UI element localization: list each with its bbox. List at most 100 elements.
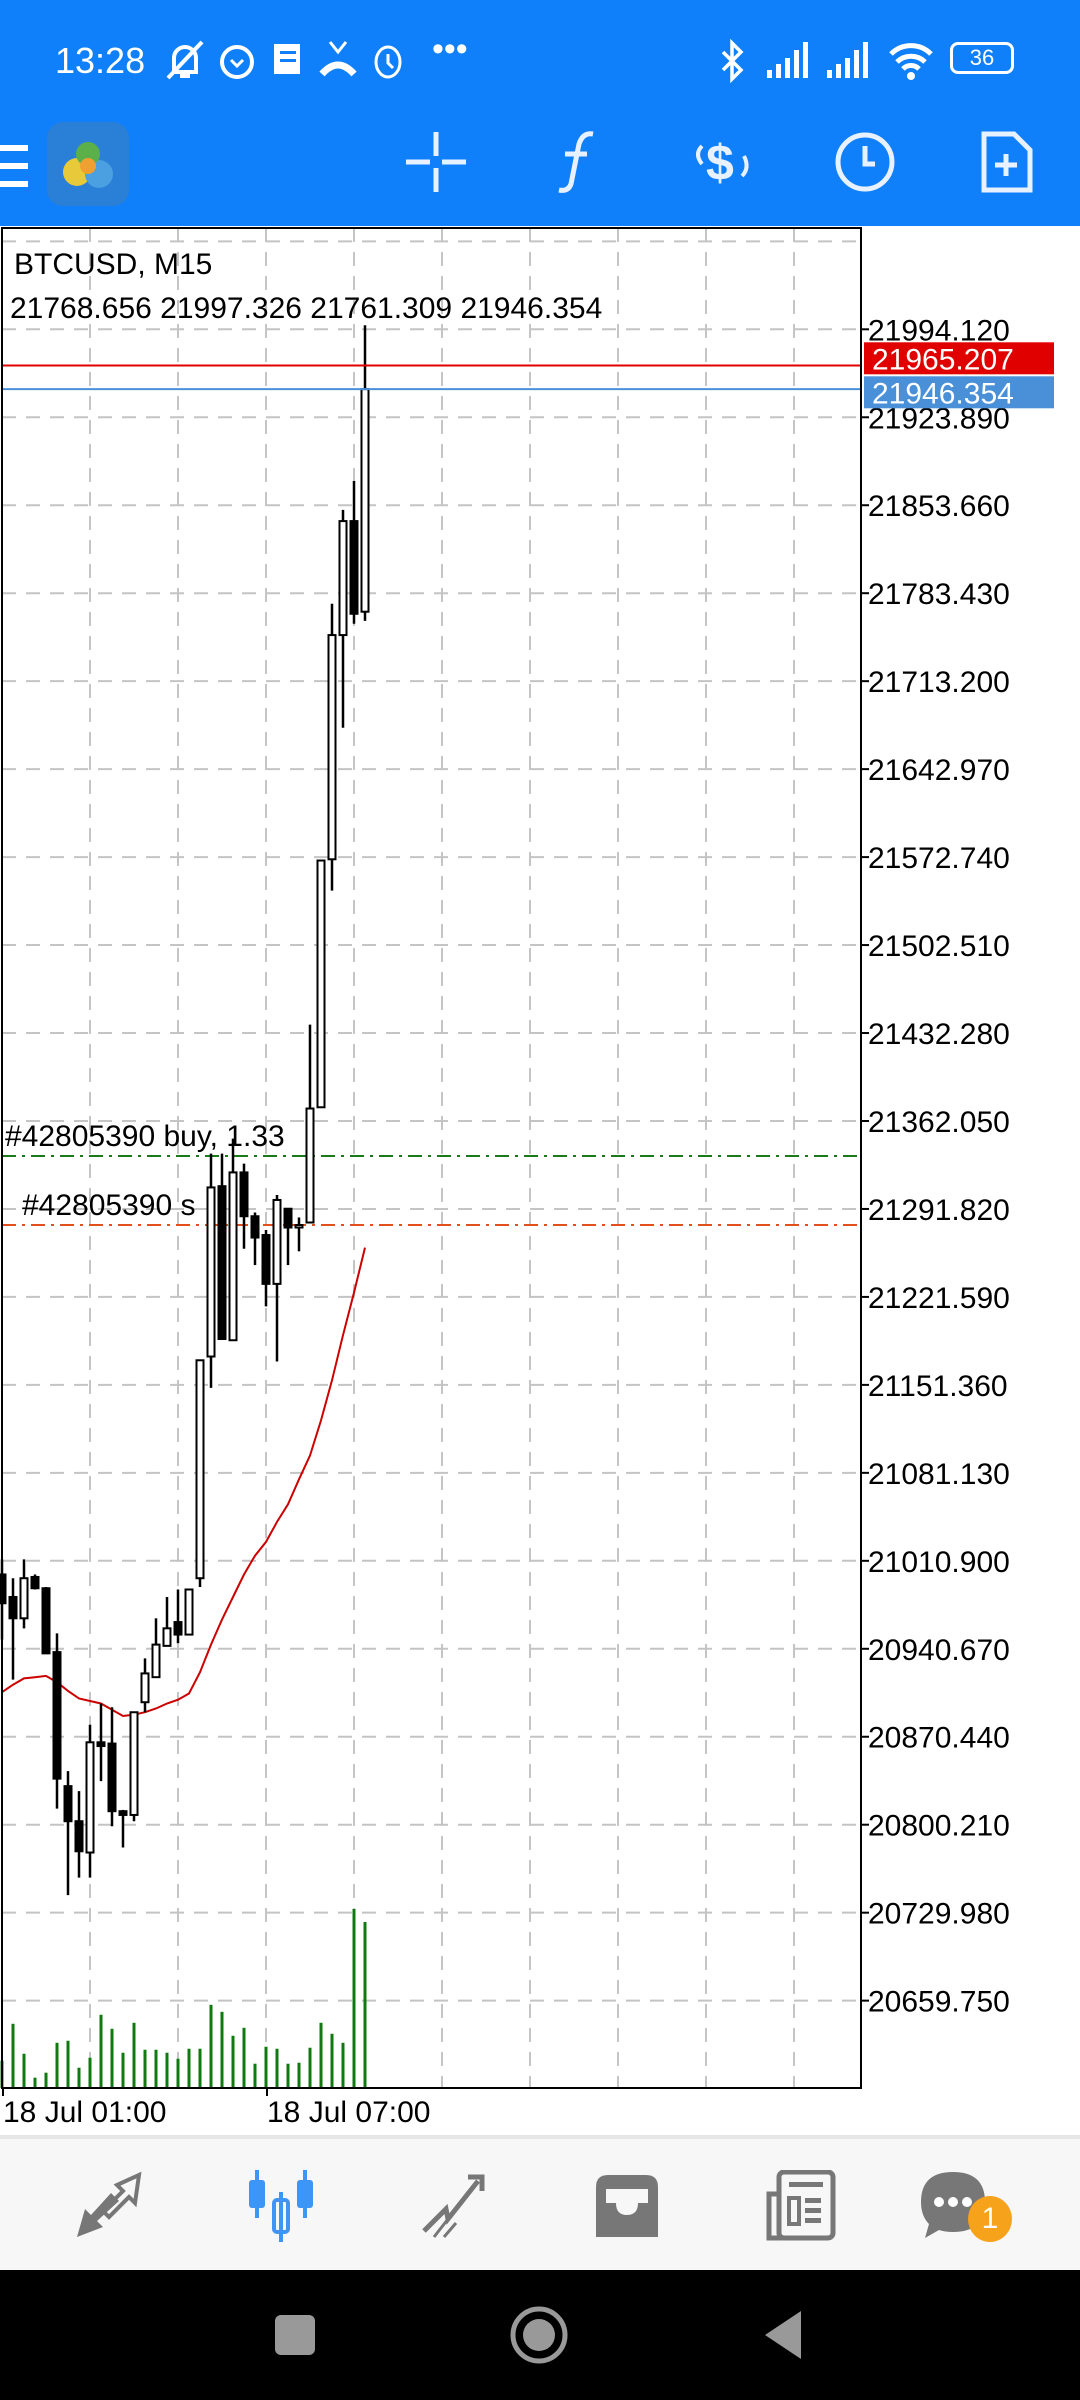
price-tick-label: 20800.210 (868, 1810, 1010, 1843)
volume-bar (187, 2048, 191, 2088)
price-tick-label: 21713.200 (868, 666, 1010, 699)
volume-bar (275, 2048, 279, 2088)
nav-trade[interactable] (410, 2161, 500, 2251)
alarm-icon (374, 45, 402, 79)
volume-bar (121, 2052, 125, 2088)
square-icon (275, 2315, 315, 2355)
candle-bull (151, 1643, 161, 1679)
bid-price-box (864, 342, 1054, 375)
price-tick-label: 21642.970 (868, 754, 1010, 787)
order-label-buy: #42805390 buy, 1.33 (5, 1120, 285, 1153)
volume-bars (0, 1909, 367, 2088)
volume-bar (286, 2063, 290, 2088)
volume-bar (330, 2033, 334, 2088)
system-navigation-bar (0, 2270, 1080, 2400)
price-tick-label: 21010.900 (868, 1546, 1010, 1579)
quotes-arrows-icon (77, 2171, 142, 2237)
price-axis: 21994.12021923.89021853.66021783.4302171… (861, 314, 1010, 2019)
volume-bar (110, 2028, 114, 2088)
price-tick-label: 21221.590 (868, 1282, 1010, 1315)
volume-bar (209, 2004, 213, 2088)
order-lines: #42805390 buy, 1.33 #42805390 s (2, 1120, 861, 1227)
ask-price-label: 21946.354 (872, 377, 1014, 410)
candle-bull (19, 1577, 29, 1620)
messages-badge: 1 (968, 2196, 1012, 2242)
candle-bull (316, 859, 326, 1109)
indicators-button[interactable] (536, 120, 620, 204)
metatrader-logo[interactable] (47, 122, 129, 206)
time-tick-label: 18 Jul 07:00 (267, 2096, 430, 2129)
app-toolbar: $ (0, 100, 1080, 226)
volume-bar (264, 2046, 268, 2088)
price-tick-label: 21572.740 (868, 842, 1010, 875)
volume-bar (22, 2053, 26, 2088)
candle-bull (228, 1171, 238, 1342)
candle-bull (360, 388, 370, 613)
volume-bar (154, 2049, 158, 2088)
volume-bar (341, 2042, 345, 2088)
price-tick-label: 21291.820 (868, 1194, 1010, 1227)
nav-history[interactable] (582, 2161, 672, 2251)
timeframe-button[interactable] (823, 120, 907, 204)
time-tick-label: 18 Jul 01:00 (3, 2096, 166, 2129)
candle-bull (140, 1672, 150, 1704)
candle-bear (63, 1785, 73, 1823)
time-axis: 18 Jul 01:00 18 Jul 07:00 (2, 2088, 430, 2129)
crosshair-icon (406, 132, 466, 192)
price-chart[interactable]: #42805390 buy, 1.33 #42805390 s 21994.120… (0, 0, 1080, 2135)
plot-border (1, 227, 862, 2089)
candle-bear (30, 1575, 40, 1590)
candle-bull (294, 1224, 304, 1229)
bluetooth-icon (721, 38, 744, 84)
candlestick-icon (249, 2170, 313, 2242)
volume-bar (44, 2072, 48, 2088)
candle-bear (41, 1587, 51, 1655)
candle-bull (85, 1741, 95, 1854)
candle-bull (206, 1186, 216, 1358)
nav-chart[interactable] (236, 2161, 326, 2251)
candle-bull (272, 1198, 282, 1285)
menu-icon[interactable] (0, 145, 30, 187)
candle-bear (52, 1651, 62, 1780)
ask-price-box (864, 376, 1054, 409)
recents-button[interactable] (260, 2305, 330, 2365)
svg-text:$: $ (706, 135, 734, 191)
muted-bell-icon (166, 40, 204, 80)
inbox-icon (596, 2175, 658, 2237)
news-icon (766, 2170, 836, 2241)
timeframe-icon (835, 132, 895, 192)
price-tick-label: 21151.360 (868, 1370, 1008, 1403)
battery-level: 36 (969, 45, 995, 70)
crosshair-button[interactable] (394, 120, 478, 204)
candle-bear (250, 1215, 260, 1239)
trade-button[interactable]: $ (681, 120, 765, 204)
volume-bar (176, 2058, 180, 2088)
home-button[interactable] (504, 2305, 574, 2365)
more-icon: ••• (432, 30, 468, 68)
nav-news[interactable] (756, 2161, 846, 2251)
signal-icon (767, 42, 808, 78)
candle-bull (162, 1627, 172, 1647)
status-time: 13:28 (55, 40, 146, 81)
price-tick-label: 20729.980 (868, 1898, 1010, 1931)
nav-quotes[interactable] (63, 2161, 153, 2251)
candle-bear (283, 1207, 293, 1229)
candle-bear (118, 1810, 128, 1816)
bottom-navigation (0, 2135, 1080, 2272)
new-order-button[interactable] (965, 120, 1049, 204)
back-button[interactable] (748, 2305, 818, 2365)
trade-icon: $ (696, 135, 749, 191)
volume-bar (165, 2052, 169, 2088)
volume-bar (33, 2077, 37, 2088)
candle-bull (195, 1359, 205, 1580)
back-triangle-icon (765, 2311, 801, 2359)
candle-bull (184, 1588, 194, 1636)
price-tick-label: 20870.440 (868, 1722, 1010, 1755)
indicators-icon (558, 131, 594, 193)
volume-bar (297, 2062, 301, 2088)
candle-bull (129, 1711, 139, 1816)
volume-bar (143, 2049, 147, 2088)
candle-bear (173, 1621, 183, 1636)
status-bar: 13:28 ••• 36 (0, 0, 1080, 100)
